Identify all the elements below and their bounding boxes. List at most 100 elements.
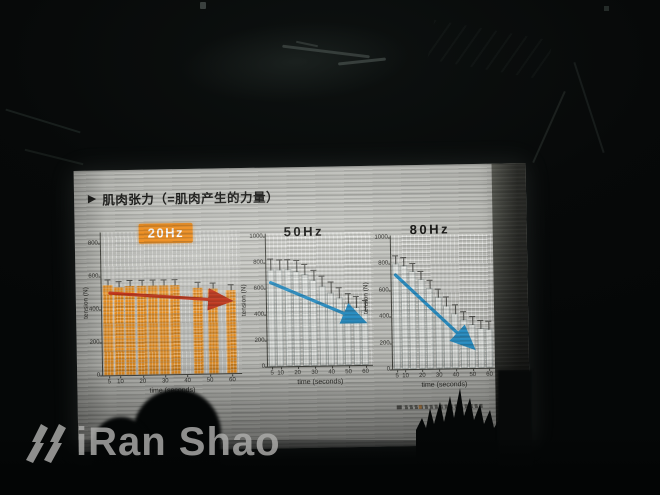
y-tick-label: 200 <box>89 339 100 346</box>
x-tick-mark <box>348 366 350 369</box>
light-glint <box>604 6 609 11</box>
y-tick-mark <box>98 276 101 278</box>
bar <box>326 281 336 366</box>
x-tick-mark <box>472 369 474 372</box>
error-bar <box>352 296 360 308</box>
y-tick-mark <box>390 369 393 371</box>
truss-glint <box>337 57 387 66</box>
x-tick-label: 50 <box>206 377 214 384</box>
error-bar <box>227 284 234 290</box>
truss-bar-silhouette <box>573 62 605 153</box>
iranshao-bolt-logo-icon <box>26 424 66 463</box>
error-bar <box>138 279 145 286</box>
bar <box>192 281 204 374</box>
x-tick-mark <box>109 376 111 379</box>
error-bar <box>485 320 492 330</box>
error-bar <box>292 260 299 272</box>
y-tick-label: 400 <box>254 311 265 318</box>
y-tick-mark <box>388 263 391 265</box>
y-tick-label: 0 <box>261 363 266 370</box>
truss-bar-silhouette <box>5 108 81 134</box>
bar <box>318 275 327 366</box>
x-tick-label: 20 <box>139 378 147 385</box>
x-tick-label: 50 <box>345 369 353 376</box>
error-bar <box>126 280 133 286</box>
y-tick-label: 800 <box>253 259 264 266</box>
iranshao-watermark: iRan Shao <box>24 420 281 464</box>
y-tick-mark <box>387 237 390 239</box>
bar <box>102 279 115 376</box>
y-axis-title: tension (N) <box>82 287 90 319</box>
y-tick-mark <box>264 340 267 342</box>
x-tick-mark <box>187 374 189 378</box>
bar <box>459 311 468 369</box>
error-bar <box>417 270 424 281</box>
x-tick-label: 40 <box>328 369 336 376</box>
bar <box>451 304 460 369</box>
x-tick-mark <box>365 365 367 368</box>
x-tick-label: 10 <box>402 373 410 380</box>
error-bar <box>115 281 122 288</box>
error-bar <box>443 296 450 307</box>
y-tick-label: 800 <box>378 260 389 268</box>
x-tick-mark <box>422 369 424 372</box>
chart-title-50hz: 50Hz <box>283 223 325 240</box>
y-axis-title: tension (N) <box>362 282 370 315</box>
chart-title-80hz: 80Hz <box>409 221 451 238</box>
x-tick-mark <box>489 368 491 371</box>
x-tick-mark <box>297 367 299 370</box>
error-bar <box>409 263 416 273</box>
bar <box>147 279 159 375</box>
x-tick-label: 10 <box>117 379 124 386</box>
x-tick-mark <box>331 366 333 369</box>
bar <box>468 316 477 369</box>
error-bar <box>335 287 342 299</box>
x-tick-label: 10 <box>277 370 285 377</box>
y-tick-mark <box>99 342 102 344</box>
error-bar <box>309 269 317 282</box>
bar <box>476 320 485 368</box>
y-tick-mark <box>388 290 391 292</box>
bar <box>309 269 319 366</box>
error-bar <box>301 264 308 276</box>
error-bar <box>327 281 334 294</box>
bar <box>434 288 443 369</box>
y-tick-label: 400 <box>379 313 390 320</box>
x-tick-mark <box>142 375 144 378</box>
y-tick-mark <box>99 309 102 311</box>
y-tick-label: 200 <box>254 337 265 344</box>
bar <box>343 292 353 366</box>
error-bar <box>194 281 201 288</box>
y-tick-label: 600 <box>253 285 264 292</box>
error-bar <box>104 279 111 286</box>
bar <box>158 279 171 375</box>
error-bar <box>468 316 475 326</box>
x-tick-mark <box>439 369 441 372</box>
error-bar <box>392 255 399 265</box>
x-tick-label: 60 <box>362 368 370 375</box>
bar <box>136 279 148 375</box>
x-tick-mark <box>232 374 234 377</box>
chart-title-20hz: 20Hz <box>138 222 194 244</box>
y-tick-label: 800 <box>87 240 98 247</box>
y-axis-title: tension (N) <box>240 284 248 317</box>
error-bar <box>149 279 156 286</box>
x-tick-label: 20 <box>294 370 302 377</box>
error-bar <box>460 311 467 321</box>
error-bar <box>318 275 325 288</box>
x-tick-label: 30 <box>161 378 169 385</box>
y-tick-mark <box>389 316 392 318</box>
x-tick-mark <box>314 366 316 369</box>
x-tick-mark <box>120 376 122 379</box>
bar <box>207 282 220 374</box>
y-tick-label: 1000 <box>249 233 263 240</box>
x-tick-mark <box>405 370 407 373</box>
error-bar <box>275 259 282 271</box>
error-bar <box>477 320 484 330</box>
x-tick-mark <box>209 374 211 377</box>
stage-equipment-silhouette <box>177 14 413 110</box>
bar <box>113 281 126 376</box>
y-tick-label: 600 <box>378 287 389 294</box>
truss-glint <box>296 40 318 48</box>
